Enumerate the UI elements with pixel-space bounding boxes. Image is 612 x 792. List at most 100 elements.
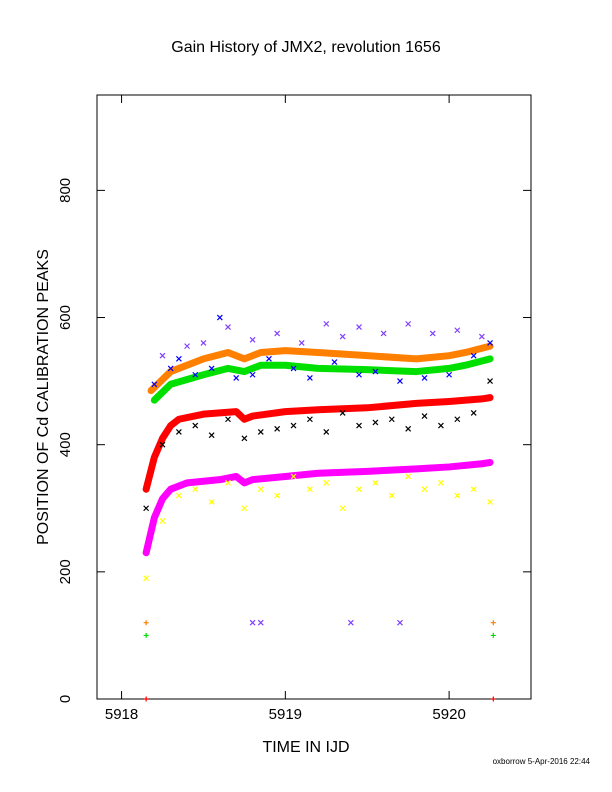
point-x (208, 498, 215, 505)
point-x (249, 371, 256, 378)
x-tick-label: 5919 (269, 706, 302, 723)
point-x (159, 518, 166, 524)
series-line (150, 355, 494, 404)
plot-frame (96, 94, 532, 700)
point-plus (490, 632, 496, 638)
point-x (192, 422, 199, 429)
point-x (175, 429, 182, 435)
point-x (323, 479, 330, 486)
point-x (405, 473, 412, 480)
point-x (274, 492, 281, 499)
point-x (487, 498, 493, 505)
series-9 (143, 632, 496, 638)
point-x (339, 505, 346, 512)
point-x (143, 575, 150, 582)
point-x (249, 619, 256, 626)
x-tick-label: 5918 (105, 706, 138, 723)
point-x (405, 320, 412, 327)
point-x (274, 425, 281, 432)
point-x (225, 324, 231, 330)
point-x (143, 505, 150, 512)
point-x (159, 441, 166, 448)
point-x (192, 486, 199, 493)
point-x (257, 619, 264, 626)
point-x (397, 378, 403, 385)
series-7 (143, 473, 493, 582)
point-x (454, 492, 461, 499)
point-x (249, 336, 256, 343)
point-x (323, 429, 330, 435)
point-x (274, 330, 281, 337)
point-x (347, 619, 354, 626)
point-x (487, 340, 493, 346)
x-axis-label: TIME IN IJD (262, 739, 349, 756)
point-x (388, 492, 395, 499)
point-x (175, 355, 182, 362)
axis-ticks: 5918 5919 5920 0 200 400 600 800 (57, 95, 531, 723)
point-plus (143, 620, 149, 626)
point-x (438, 422, 444, 429)
point-x (298, 340, 305, 346)
point-x (356, 324, 362, 330)
series-line (147, 342, 494, 395)
point-x (151, 381, 158, 388)
point-x (421, 486, 428, 493)
point-x (257, 486, 264, 493)
point-x (225, 479, 231, 486)
point-x (208, 365, 215, 372)
y-axis-label: POSITION OF Cd CALIBRATION PEAKS (35, 249, 52, 545)
series-10 (249, 619, 403, 626)
series-1 (150, 355, 494, 404)
point-x (421, 413, 428, 419)
point-x (356, 422, 362, 429)
y-tick-label: 600 (57, 305, 74, 330)
point-x (380, 330, 387, 337)
point-x (306, 375, 313, 381)
point-x (487, 378, 493, 385)
point-x (470, 352, 477, 359)
y-tick-label: 200 (57, 559, 74, 584)
point-x (192, 371, 199, 378)
point-x (478, 333, 485, 340)
point-x (208, 432, 215, 439)
series-2 (142, 394, 494, 493)
y-tick-label: 800 (57, 178, 74, 203)
point-x (331, 359, 338, 365)
series-11 (143, 696, 496, 702)
chart-title: Gain History of JMX2, revolution 1656 (171, 39, 441, 56)
series-8 (143, 620, 496, 626)
series-3 (142, 458, 494, 557)
point-x (241, 505, 248, 512)
point-x (233, 375, 240, 381)
point-x (454, 416, 461, 423)
point-x (372, 479, 379, 486)
data-marks (142, 314, 496, 702)
point-x (200, 340, 207, 346)
x-tick-label: 5920 (432, 706, 465, 723)
point-x (470, 409, 477, 416)
point-x (323, 320, 330, 327)
point-plus (490, 620, 496, 626)
point-plus (143, 696, 149, 702)
point-x (405, 425, 412, 432)
point-x (290, 422, 297, 429)
point-x (397, 619, 403, 626)
point-x (216, 314, 223, 321)
point-x (356, 486, 362, 493)
point-x (438, 479, 444, 486)
series-5 (159, 320, 485, 359)
point-x (290, 473, 297, 480)
point-plus (143, 632, 149, 638)
point-x (167, 365, 174, 372)
point-x (225, 416, 231, 423)
point-x (290, 365, 297, 372)
series-4 (151, 314, 493, 388)
point-x (306, 486, 313, 493)
point-x (339, 333, 346, 340)
point-x (454, 327, 461, 334)
point-x (470, 486, 477, 493)
point-x (241, 435, 248, 442)
point-x (339, 409, 346, 416)
point-x (372, 419, 379, 426)
point-x (257, 429, 264, 435)
